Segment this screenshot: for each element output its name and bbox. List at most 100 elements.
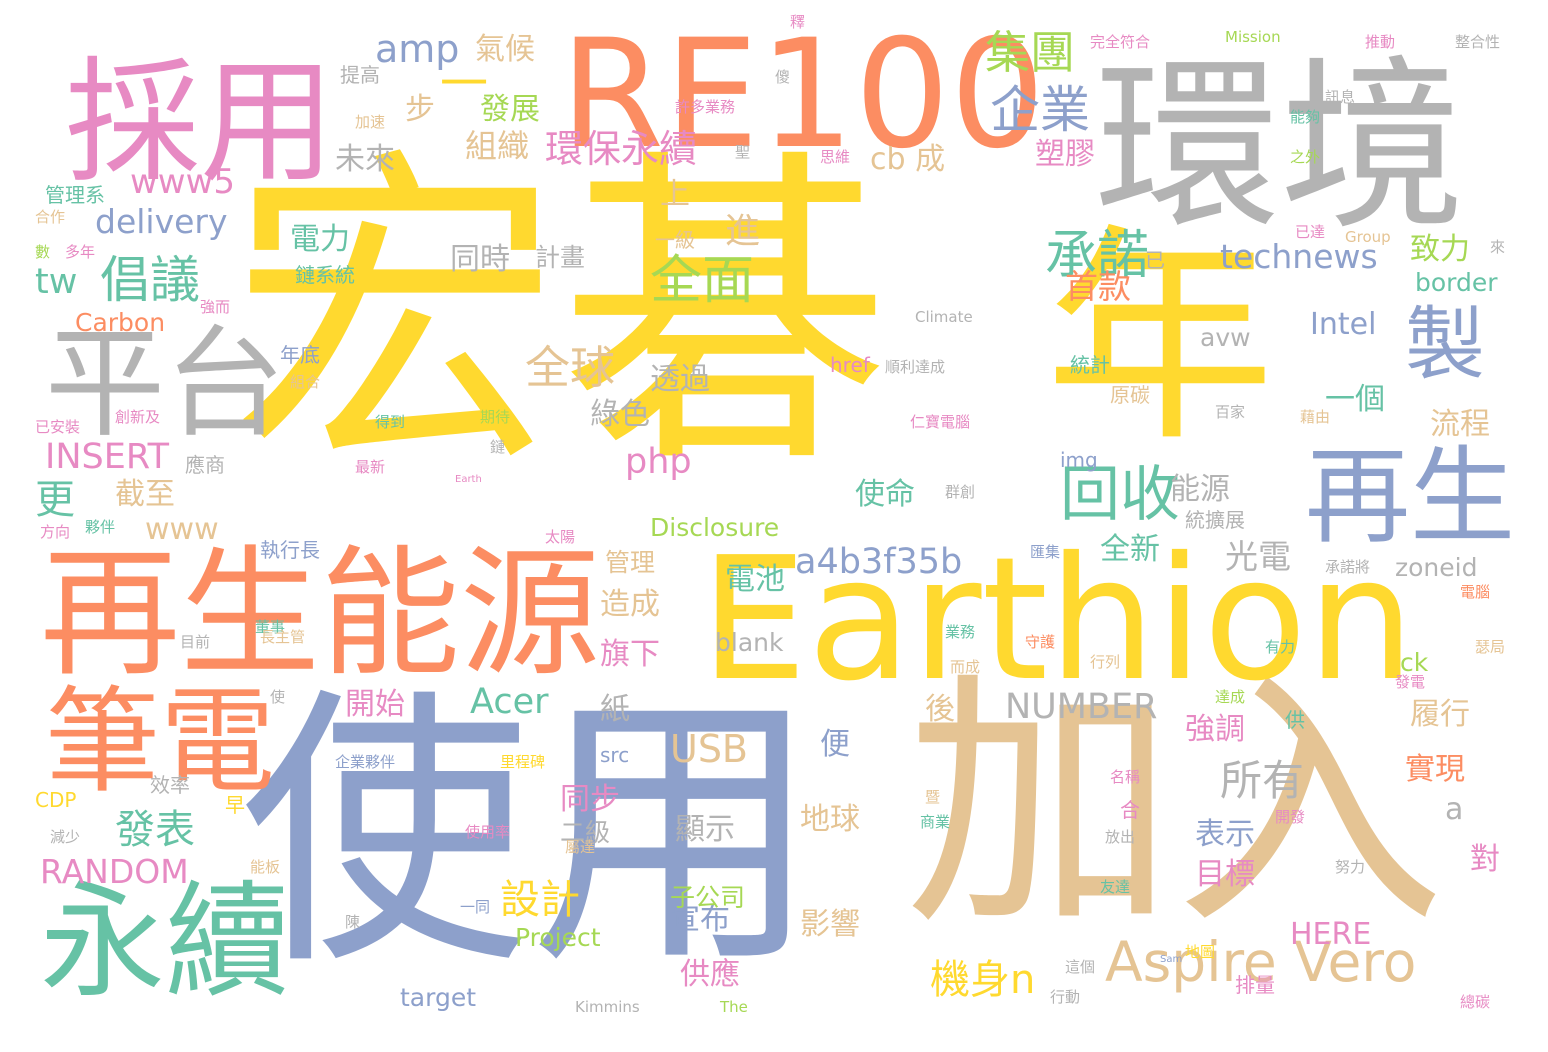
word-zoneid: zoneid <box>1395 553 1478 582</box>
word-518d751f80fd6e90: 再生能源 <box>40 533 601 696</box>
word-5c6c9054: 屬達 <box>565 838 596 856</box>
word-57305716: 地圖 <box>1185 943 1216 961</box>
word-958b59cb: 開始 <box>345 687 405 722</box>
word-7d718a08: 統計 <box>1070 353 1110 377</box>
word-627f8afe5c07: 承諾將 <box>1325 558 1371 576</box>
word-4f7f7528: 使用 <box>240 666 820 1003</box>
word-539f78b3: 原碳 <box>1110 383 1150 407</box>
word-65487387: 效率 <box>150 773 190 797</box>
word-5f378abf: 強調 <box>1185 712 1245 747</box>
word-672a4f86: 未來 <box>335 142 395 177</box>
word-usb: USB <box>670 727 749 771</box>
word-7d7164f45c55: 統擴展 <box>1185 508 1245 532</box>
word-group: Group <box>1345 228 1391 246</box>
word-4f86: 來 <box>1490 238 1506 256</box>
word-592a967d: 太陽 <box>545 528 576 546</box>
word-767c96fb: 發電 <box>1395 673 1426 691</box>
word-80fd677f: 能板 <box>250 858 281 876</box>
word-6b65: 步 <box>405 92 435 127</box>
word-intel: Intel <box>1310 307 1377 342</box>
word-93c8: 鏈 <box>490 438 506 456</box>
word-7d447e54: 組織 <box>465 127 530 165</box>
word-50218b70: 倡議 <box>100 251 200 309</box>
word-4f9b61c9: 供應 <box>680 957 740 992</box>
word-5b8c51687b265408: 完全符合 <box>1090 33 1151 51</box>
word-a4b3f35b: a4b3f35b <box>795 542 963 582</box>
word-95774e3b7ba1: 長主管 <box>260 628 306 646</box>
word-76ee524d: 目前 <box>180 633 211 651</box>
word-66f4: 更 <box>35 477 75 523</box>
word-5be673fe: 實現 <box>1405 752 1465 787</box>
word-88fd: 製 <box>1405 298 1485 391</box>
word-8a0a606f: 訊息 <box>1325 88 1356 106</box>
word-6709529b: 有力 <box>1265 638 1296 656</box>
word-earth: Earth <box>455 474 482 485</box>
word-5df25b8988dd: 已安裝 <box>35 418 81 436</box>
word-amp: amp <box>375 27 460 71</box>
word-5b888b77: 守護 <box>1025 633 1056 651</box>
word-671f5f85: 期待 <box>480 408 511 426</box>
word-4e0a: 上 <box>660 177 690 212</box>
word-52a0901f: 加速 <box>355 113 386 131</box>
word-acer: Acer <box>470 682 549 722</box>
word-7e3d78b3: 總碳 <box>1460 993 1491 1011</box>
word-technews: technews <box>1220 237 1378 276</box>
word-4f7f75287387: 使用率 <box>465 823 511 841</box>
word-9019500b: 這個 <box>1065 958 1096 976</box>
word-65b95411: 方向 <box>40 523 71 541</box>
word-delivery: delivery <box>95 202 228 241</box>
word-8a08756b: 計畫 <box>535 243 586 272</box>
word-4ec15bf696fb8166: 仁寶電腦 <box>910 413 971 431</box>
word-6578: 數 <box>35 243 51 261</box>
word-585181a0: 塑膠 <box>1035 137 1095 172</box>
word-80fd6e90: 能源 <box>1170 472 1230 507</box>
word-avw: avw <box>1200 323 1251 352</box>
word-518d751f: 再生 <box>1305 436 1516 558</box>
word-the: The <box>720 998 748 1016</box>
word-random: RANDOM <box>40 852 189 891</box>
word-6c235019: 氣候 <box>475 32 535 67</box>
word-50bb: 傻 <box>775 68 791 86</box>
word-5408: 合 <box>1120 798 1140 822</box>
word-601d7dad: 思維 <box>820 148 851 166</box>
word-7d19: 紙 <box>600 692 630 727</box>
word-4e00: 一 <box>440 56 489 112</box>
word-cb206210: cb 成 <box>870 142 946 177</box>
word-4e007d1a: 一級 <box>655 228 695 252</box>
word-here: HERE <box>1290 917 1372 952</box>
word-4f01696d59254f34: 企業夥伴 <box>335 753 396 771</box>
word-63a17528: 採用 <box>65 44 335 201</box>
word-6c387e8c: 永續 <box>40 870 290 1015</box>
word-66a8: 暨 <box>925 788 941 806</box>
word-earthion: Earthion <box>700 521 1415 719</box>
word-5546696d: 商業 <box>920 813 951 831</box>
word-5b50516c53f8: 子公司 <box>670 883 746 912</box>
word-900f904e: 透過 <box>650 362 710 397</box>
word-cdp: CDP <box>35 788 77 812</box>
word-www: www <box>145 512 219 547</box>
word-7d445408: 組合 <box>290 373 321 391</box>
word-986f793a: 顯示 <box>675 812 735 847</box>
word-59254f34: 夥伴 <box>85 518 116 536</box>
word-80fd5920: 能夠 <box>1290 108 1321 126</box>
word-4f7f547d: 使命 <box>855 477 915 512</box>
word-96fb529b: 電力 <box>290 222 350 257</box>
word-884c5217: 行列 <box>1090 653 1121 671</box>
word-mission: Mission <box>1225 28 1281 46</box>
word-57f7884c9577: 執行長 <box>260 538 320 562</box>
word-63d09ad8: 提高 <box>340 63 380 87</box>
word-4e00540c: 一同 <box>460 898 491 916</box>
word-5e7353f0: 平台 <box>45 315 285 454</box>
word-5b8f7881: 宏碁 <box>230 123 890 507</box>
word-img: img <box>1060 448 1098 472</box>
word-639291cf: 排量 <box>1235 973 1275 997</box>
word-91cb: 釋 <box>790 13 806 31</box>
word-74b05883: 環境 <box>1095 39 1465 255</box>
word-6e1b5c11: 減少 <box>50 828 81 846</box>
word-5e745e95: 年底 <box>280 343 320 367</box>
word-9032: 進 <box>725 212 761 252</box>
word-blank: blank <box>715 628 784 657</box>
word-7da08272: 綠色 <box>590 397 650 432</box>
word-4f7f: 使 <box>270 688 286 706</box>
